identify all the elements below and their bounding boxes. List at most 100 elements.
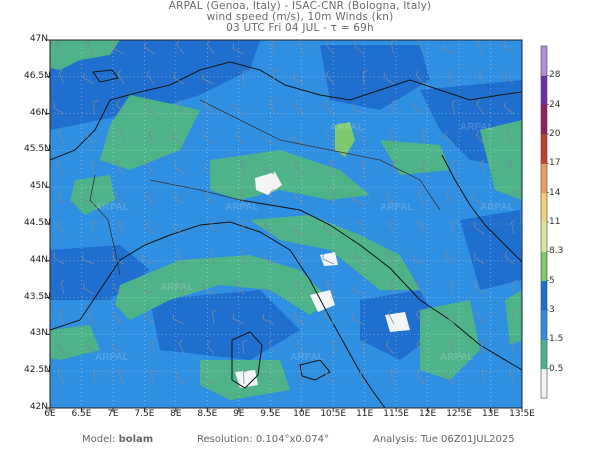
wind-barb	[504, 71, 515, 85]
wind-barb	[211, 309, 217, 325]
wind-barb	[85, 340, 95, 355]
wind-barb	[58, 69, 65, 85]
wind-barb	[269, 189, 275, 205]
wind-barb	[91, 219, 97, 235]
watermark-text: ARPAL	[460, 122, 494, 133]
wind-barb	[512, 309, 518, 325]
wind-barb	[451, 99, 457, 115]
wind-barb	[57, 129, 65, 145]
wind-barb	[479, 159, 485, 175]
lon-label: 6.5E	[71, 409, 92, 419]
wind-barb	[146, 69, 155, 85]
wind-barb	[359, 369, 365, 385]
wind-barb	[476, 40, 485, 55]
wind-barb	[325, 130, 335, 145]
wind-barb	[511, 219, 516, 235]
wind-barb	[233, 102, 245, 115]
wind-barb	[503, 101, 515, 115]
resolution-label: Resolution:	[197, 434, 253, 445]
wind-barb	[422, 159, 428, 175]
coastline-borders	[50, 61, 522, 408]
wind-barb	[112, 253, 125, 265]
wind-barb	[239, 189, 245, 205]
wind-barb	[322, 254, 335, 265]
wind-barb	[506, 129, 515, 145]
wind-barb	[416, 280, 425, 295]
wind-barb	[262, 313, 275, 325]
wind-barb	[472, 193, 485, 205]
lon-label: 6E	[44, 409, 56, 419]
wind-barb	[273, 69, 279, 85]
wind-barb	[416, 369, 425, 385]
wind-barb	[513, 189, 519, 205]
colorbar-label: 5	[549, 275, 555, 286]
wind-barb	[242, 339, 248, 355]
wind-barb	[263, 163, 275, 175]
colorbar	[540, 45, 549, 399]
wind-barb	[202, 74, 215, 85]
watermark-text: ARPAL	[380, 202, 414, 213]
wind-barb	[292, 73, 305, 85]
wind-barb	[326, 70, 335, 85]
wind-barb	[117, 69, 125, 85]
colorbar-segment	[541, 104, 547, 135]
wind-barb	[112, 343, 125, 355]
analysis-label: Analysis:	[373, 434, 418, 445]
wind-barb	[416, 339, 425, 355]
wind-barb	[82, 194, 95, 205]
wind-barb	[292, 134, 305, 145]
wind-barb	[152, 339, 158, 355]
wind-barb	[478, 69, 485, 85]
wind-barb	[83, 72, 95, 85]
colorbar-label: 24	[549, 99, 561, 110]
lat-label: 44N	[29, 254, 48, 265]
lat-label: 42N	[29, 402, 48, 412]
colorbar-label: 1.5	[549, 334, 564, 345]
wind-barb	[203, 161, 215, 175]
wind-barb	[445, 190, 455, 205]
wind-barb	[145, 160, 155, 175]
wind-barb	[243, 369, 249, 385]
wind-barb	[113, 282, 125, 295]
colorbar-segment	[541, 75, 547, 106]
wind-barb	[298, 369, 305, 385]
colorbar-segment	[541, 134, 547, 164]
wind-barb	[332, 189, 339, 205]
analysis-value: Tue 06Z01JUL2025	[420, 434, 515, 445]
wind-barb	[173, 72, 185, 85]
wind-barb	[413, 101, 425, 115]
wind-barb	[389, 219, 395, 235]
lat-label: 43N	[29, 328, 48, 339]
wind-barb	[393, 159, 399, 175]
watermark-text: ARPAL	[290, 352, 324, 363]
wind-barb	[117, 219, 125, 235]
wind-barb	[503, 41, 515, 55]
lat-label: 46N	[29, 107, 48, 118]
wind-barb	[296, 279, 305, 295]
wind-barb	[241, 249, 247, 265]
wind-barb	[330, 159, 335, 175]
wind-barb	[362, 69, 369, 85]
watermark-text: ARPAL	[95, 352, 129, 363]
wind-barb	[91, 159, 97, 175]
colorbar-segment	[541, 339, 547, 370]
wind-barb	[295, 100, 305, 115]
wind-barb	[232, 313, 245, 325]
lon-label: 12E	[419, 409, 437, 419]
graticule	[50, 40, 522, 408]
wind-barb	[361, 159, 367, 175]
wind-barb	[118, 369, 125, 385]
wind-barb	[142, 284, 155, 295]
wind-barb	[85, 130, 95, 145]
wind-barb	[481, 369, 487, 385]
wind-barb	[148, 129, 155, 145]
wind-barb	[57, 369, 65, 385]
lat-label: 45.5N	[24, 144, 51, 155]
colorbar-label: 3	[549, 305, 555, 315]
header-line-1: ARPAL (Genoa, Italy) - ISAC-CNR (Bologna…	[168, 0, 432, 12]
wind-barb	[151, 369, 156, 385]
wind-barb	[262, 283, 275, 295]
header-line-2: wind speed (m/s), 10m Winds (kn)	[206, 11, 394, 23]
wind-barb	[87, 40, 95, 55]
wind-barb	[178, 279, 185, 295]
